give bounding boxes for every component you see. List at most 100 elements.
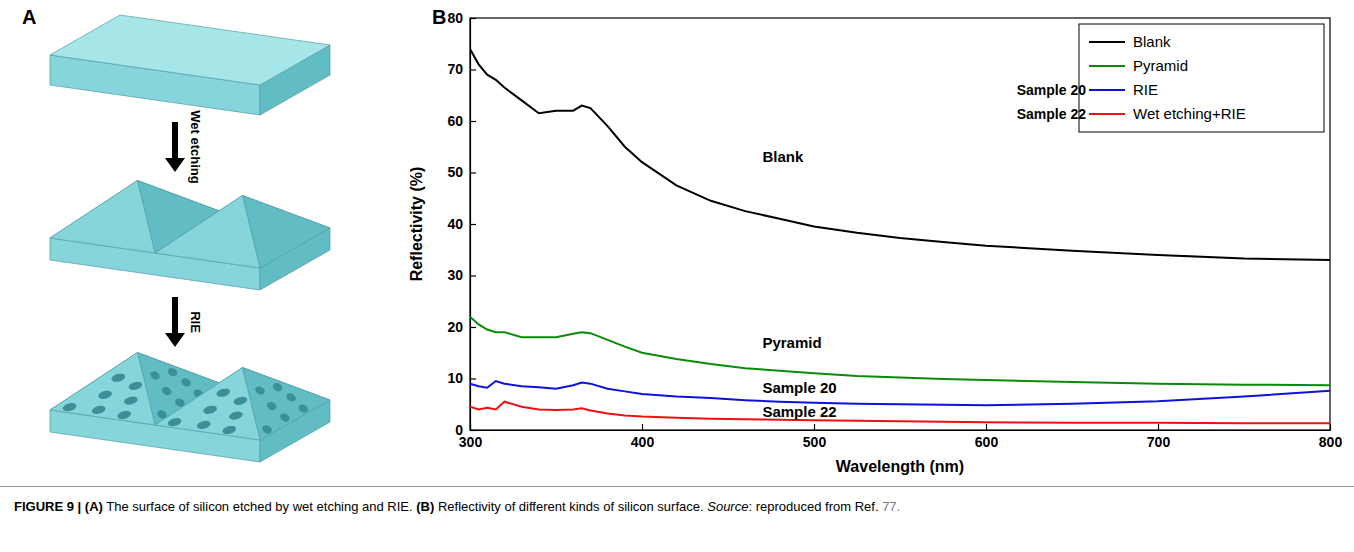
diagram: Wet etching RIE	[50, 15, 330, 462]
y-tick-label: 60	[447, 113, 463, 129]
caption-source-text: : reproduced from Ref.	[748, 499, 878, 514]
y-tick: 70	[447, 61, 476, 77]
legend-swatch	[1089, 89, 1125, 91]
pyramid-front	[50, 353, 155, 426]
series-line	[470, 317, 1330, 385]
y-tick-label: 40	[447, 216, 463, 232]
legend-box	[1079, 24, 1324, 132]
legend-label: Pyramid	[1133, 57, 1188, 74]
series-lines	[470, 49, 1330, 423]
caption-a-text: The surface of silicon etched by wet etc…	[106, 499, 412, 514]
etch-hole	[149, 370, 161, 382]
y-tick-mark	[470, 18, 476, 19]
series-line	[470, 402, 1330, 424]
caption-ref: 77.	[882, 499, 900, 514]
x-tick-mark	[814, 424, 815, 430]
curve-label: Sample 20	[762, 379, 836, 396]
curve-label: Blank	[762, 148, 804, 165]
y-tick: 50	[447, 164, 476, 180]
x-axis: 300400500600700800	[459, 424, 1343, 450]
x-tick-mark	[986, 424, 987, 430]
curve-label: Pyramid	[762, 334, 821, 351]
legend-sample: Sample 20	[1017, 82, 1086, 98]
legend-swatch	[1089, 41, 1125, 43]
x-axis-title: Wavelength (nm)	[836, 458, 964, 475]
y-tick-label: 20	[447, 319, 463, 335]
caption-a-label: (A)	[85, 499, 103, 514]
y-tick-mark	[470, 430, 476, 431]
caption-b-text: Reflectivity of different kinds of silic…	[438, 499, 704, 514]
x-tick-label: 500	[803, 434, 827, 450]
pyramid-front	[155, 368, 260, 441]
etch-hole	[221, 425, 236, 436]
etch-hole	[128, 380, 143, 391]
arrow-shaft	[172, 297, 178, 335]
legend-label: RIE	[1133, 81, 1158, 98]
y-tick-label: 30	[447, 267, 463, 283]
legend-swatch	[1089, 113, 1125, 115]
etch-hole	[297, 403, 309, 415]
y-tick-mark	[470, 327, 476, 328]
legend: Blank Pyramid RIE Sample 20 Wet etching+RIE S…	[1017, 24, 1324, 132]
x-tick-mark	[1330, 424, 1331, 430]
etch-hole	[271, 381, 283, 393]
caption-source-label: Source	[707, 499, 748, 514]
x-tick-label: 800	[1319, 434, 1343, 450]
legend-label: Wet etching+RIE	[1133, 105, 1246, 122]
etch-hole	[180, 377, 192, 389]
caption: FIGURE 9 | (A) The surface of silicon et…	[0, 486, 1354, 514]
y-tick-label: 0	[455, 422, 463, 438]
etch-hole	[160, 385, 172, 397]
legend-label: Blank	[1133, 33, 1171, 50]
arrow-shaft	[172, 122, 178, 160]
plot-frame	[470, 18, 1330, 430]
panel-letter: A	[22, 6, 36, 28]
caption-label: FIGURE 9 |	[14, 499, 81, 514]
etch-hole	[166, 366, 178, 378]
etch-hole	[216, 387, 231, 398]
step-label: RIE	[188, 311, 203, 333]
legend-swatch	[1089, 65, 1125, 67]
etch-hole	[97, 389, 112, 400]
x-tick-label: 400	[631, 434, 655, 450]
etch-hole	[202, 404, 217, 415]
y-tick-label: 50	[447, 164, 463, 180]
x-tick-label: 600	[975, 434, 999, 450]
pyramid-front	[50, 181, 155, 254]
etch-hole	[62, 402, 77, 413]
y-tick: 80	[447, 10, 476, 26]
chart: 30040050060070080001020304050607080Wavel…	[408, 10, 1342, 475]
pyramid-front	[155, 196, 260, 269]
etch-hole	[116, 410, 131, 421]
y-tick-mark	[470, 121, 476, 122]
curve-label: Sample 22	[762, 403, 836, 420]
slab-top	[50, 15, 330, 85]
panel-letter: B	[432, 6, 446, 28]
x-tick: 800	[1319, 424, 1343, 450]
x-tick: 400	[631, 424, 655, 450]
y-tick-label: 70	[447, 61, 463, 77]
etch-hole	[196, 419, 211, 430]
etch-hole	[279, 412, 291, 424]
x-tick-mark	[642, 424, 643, 430]
etch-hole	[265, 400, 277, 412]
etch-hole	[167, 417, 182, 428]
etch-hole	[123, 395, 138, 406]
y-tick-label: 80	[447, 10, 463, 26]
series-line	[470, 381, 1330, 405]
legend-sample: Sample 22	[1017, 106, 1086, 122]
y-tick-label: 10	[447, 370, 463, 386]
step-label: Wet etching	[188, 110, 203, 183]
y-axis: 0 10 20 30 40 50 60 70 80	[447, 10, 476, 438]
x-tick: 500	[803, 424, 827, 450]
y-tick-mark	[470, 172, 476, 173]
etch-hole	[91, 404, 106, 415]
etch-hole	[285, 392, 297, 404]
y-tick: 60	[447, 113, 476, 129]
x-tick-label: 700	[1147, 434, 1171, 450]
caption-b-label: (B)	[416, 499, 434, 514]
arrow-head	[165, 158, 185, 172]
y-tick: 20	[447, 319, 476, 335]
y-tick: 30	[447, 267, 476, 283]
x-tick: 700	[1147, 424, 1171, 450]
